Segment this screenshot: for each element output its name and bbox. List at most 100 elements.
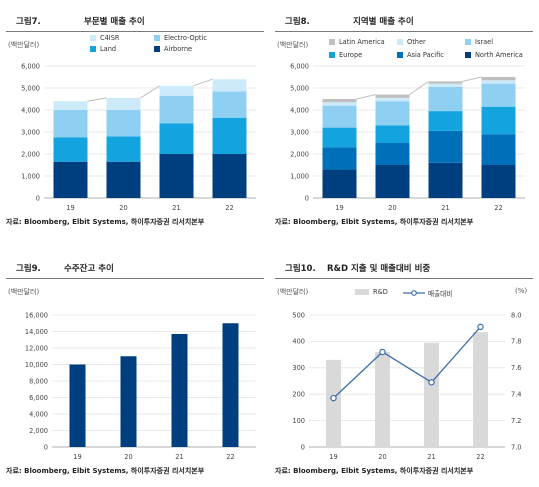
bar-segment	[481, 77, 516, 81]
x-tick-label: 22	[225, 204, 233, 212]
legend-swatch	[397, 39, 403, 45]
bar-segment	[481, 134, 516, 165]
figure-number: 그림7.	[16, 17, 41, 27]
y-tick-label: 16,000	[25, 311, 48, 319]
y-tick-label: 4,000	[290, 106, 309, 114]
y-right-tick-label: 7.2	[511, 417, 522, 425]
bar-segment	[375, 143, 410, 165]
bar-segment	[428, 83, 463, 87]
bar-segment	[428, 81, 463, 84]
source-note: 자료: Bloomberg, Elbit Systems, 하이투자증권 리서치…	[6, 218, 205, 226]
legend-item-other: Other	[397, 38, 426, 46]
bar	[171, 333, 188, 447]
y-tick-label: 12,000	[25, 344, 48, 352]
legend-label: Asia Pacific	[407, 51, 444, 59]
x-tick-label: 19	[73, 453, 81, 461]
legend-label: Israel	[475, 38, 494, 46]
bar-segment	[322, 127, 357, 148]
legend-swatch	[397, 52, 403, 58]
figure-title: R&D 지출 및 매출대비 비중	[327, 264, 431, 274]
y-tick-label: 500	[292, 311, 305, 319]
figure-header: 그림7. 부문별 매출 추이	[6, 13, 264, 32]
bar-segment	[106, 97, 141, 110]
bar-segment	[159, 123, 194, 154]
legend-item-rnd: R&D	[355, 288, 388, 296]
y-right-tick-label: 8.0	[511, 311, 522, 319]
y-tick-label: 1,000	[290, 172, 309, 180]
x-tick-label: 22	[494, 204, 502, 212]
bar-segment	[375, 97, 410, 102]
legend-swatch	[329, 39, 335, 45]
legend-swatch	[465, 52, 471, 58]
legend-item-north-america: North America	[465, 51, 523, 59]
y-tick-label: 2,000	[21, 150, 40, 158]
bar	[222, 323, 239, 447]
bar-segment	[481, 80, 516, 84]
legend-swatch	[329, 52, 335, 58]
legend-item-europe: Europe	[329, 51, 362, 59]
bar-segment	[481, 106, 516, 135]
bar-segment	[322, 105, 357, 128]
legend-item-asia-pacific: Asia Pacific	[397, 51, 444, 59]
y-tick-label: 3,000	[290, 128, 309, 136]
figure-title: 수주잔고 추이	[64, 264, 114, 274]
x-tick-label: 20	[388, 204, 396, 212]
bar-segment	[159, 154, 194, 198]
y-tick-label: 10,000	[25, 361, 48, 369]
figure-number: 그림8.	[285, 17, 310, 27]
legend-item-ratio: 매출대비	[403, 288, 452, 298]
y-right-tick-label: 7.0	[511, 443, 522, 451]
legend-swatch	[355, 289, 369, 295]
bar-segment	[481, 83, 516, 107]
y-tick-label: 0	[44, 443, 48, 451]
y-tick-label: 300	[292, 364, 305, 372]
x-tick-label: 20	[378, 453, 386, 461]
figure-header: 그림10. R&D 지출 및 매출대비 비중	[275, 260, 533, 279]
bar-segment	[212, 79, 247, 92]
total-connector-line	[193, 78, 213, 87]
bar-segment	[212, 91, 247, 118]
bar-segment	[375, 125, 410, 143]
legend-swatch	[465, 39, 471, 45]
x-tick-label: 21	[441, 204, 449, 212]
total-connector-line	[356, 94, 376, 100]
legend-label: Europe	[339, 51, 363, 59]
x-tick-label: 20	[124, 453, 132, 461]
legend-line-marker	[403, 290, 425, 296]
x-tick-label: 21	[427, 453, 435, 461]
legend-label: Other	[407, 38, 426, 46]
x-tick-label: 19	[329, 453, 337, 461]
total-connector-line	[140, 85, 160, 99]
figure-rnd: 그림10. R&D 지출 및 매출대비 비중 (백만달러) (%) R&D 매출…	[275, 247, 537, 487]
ratio-line	[333, 326, 481, 399]
y-tick-label: 3,000	[21, 128, 40, 136]
stacked-bar-chart: 0 1,000 2,000 3,000 4,000 5,000 6,000 19 20 21 22	[21, 62, 256, 212]
bar-segment	[322, 169, 357, 198]
y-right-tick-label: 7.4	[511, 391, 522, 399]
ratio-point	[428, 379, 435, 386]
legend-label: R&D	[373, 288, 388, 296]
bar-chart: 0 2,000 4,000 6,000 8,000 10,000 12,000 14,000 1…	[25, 311, 256, 461]
bar	[69, 364, 86, 447]
bar-segment	[159, 85, 194, 96]
y-tick-label: 0	[36, 194, 40, 202]
y-tick-label: 100	[292, 417, 305, 425]
ratio-point	[330, 394, 337, 402]
bar-segment	[428, 162, 463, 198]
y-right-tick-label: 7.6	[511, 364, 522, 372]
y-tick-label: 4,000	[21, 106, 40, 114]
legend-swatch	[154, 35, 160, 41]
y-tick-label: 2,000	[29, 427, 48, 435]
bar-segment	[53, 110, 88, 138]
bar-segment	[428, 86, 463, 112]
bar-segment	[375, 165, 410, 198]
bar-segment	[375, 94, 410, 98]
bar-segment	[322, 99, 357, 103]
rnd-bar	[473, 332, 488, 447]
bar	[120, 356, 137, 447]
y-tick-label: 5,000	[290, 84, 309, 92]
figure-number: 그림9.	[16, 264, 41, 274]
bar-segment	[322, 102, 357, 106]
legend-label: C4ISR	[100, 34, 120, 42]
figure-header: 그림8. 지역별 매출 추이	[275, 13, 533, 32]
